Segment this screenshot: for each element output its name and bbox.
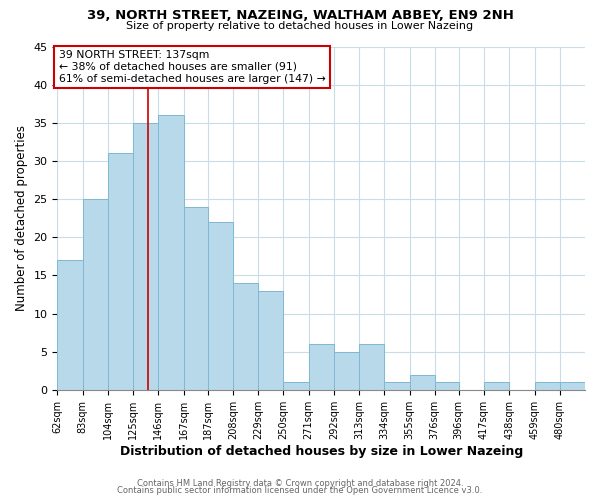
- Bar: [359, 344, 384, 390]
- Bar: [158, 115, 184, 390]
- Bar: [308, 344, 334, 390]
- Text: 39 NORTH STREET: 137sqm
← 38% of detached houses are smaller (91)
61% of semi-de: 39 NORTH STREET: 137sqm ← 38% of detache…: [59, 50, 325, 84]
- Bar: [108, 154, 133, 390]
- Bar: [535, 382, 560, 390]
- Bar: [184, 206, 208, 390]
- Text: Size of property relative to detached houses in Lower Nazeing: Size of property relative to detached ho…: [127, 21, 473, 31]
- Text: Contains HM Land Registry data © Crown copyright and database right 2024.: Contains HM Land Registry data © Crown c…: [137, 478, 463, 488]
- Bar: [58, 260, 83, 390]
- Bar: [283, 382, 308, 390]
- Bar: [83, 199, 108, 390]
- Bar: [384, 382, 410, 390]
- Text: 39, NORTH STREET, NAZEING, WALTHAM ABBEY, EN9 2NH: 39, NORTH STREET, NAZEING, WALTHAM ABBEY…: [86, 9, 514, 22]
- Text: Contains public sector information licensed under the Open Government Licence v3: Contains public sector information licen…: [118, 486, 482, 495]
- Bar: [133, 123, 158, 390]
- Bar: [435, 382, 459, 390]
- Bar: [334, 352, 359, 390]
- X-axis label: Distribution of detached houses by size in Lower Nazeing: Distribution of detached houses by size …: [119, 444, 523, 458]
- Bar: [484, 382, 509, 390]
- Bar: [560, 382, 585, 390]
- Y-axis label: Number of detached properties: Number of detached properties: [15, 125, 28, 311]
- Bar: [258, 290, 283, 390]
- Bar: [233, 283, 258, 390]
- Bar: [410, 374, 435, 390]
- Bar: [208, 222, 233, 390]
